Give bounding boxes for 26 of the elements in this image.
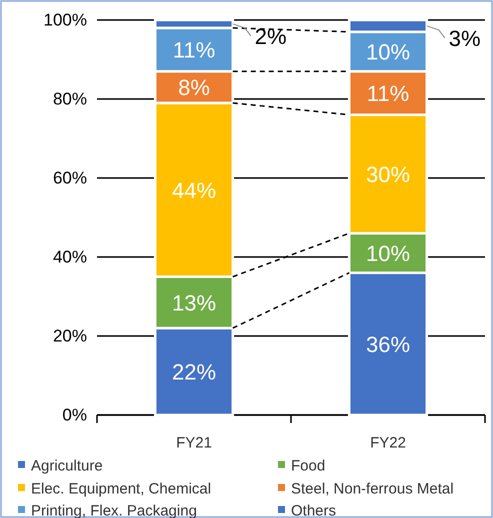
legend-label: Elec. Equipment, Chemical: [31, 480, 212, 498]
data-label: 10%: [366, 240, 410, 266]
legend-label: Others: [291, 502, 336, 518]
data-label: 22%: [172, 359, 216, 384]
data-label: 3%: [448, 26, 481, 51]
x-tick-label: FY22: [370, 434, 406, 452]
y-tick-label: 40%: [52, 247, 87, 266]
data-label: 2%: [254, 24, 287, 49]
legend-label: Agriculture: [31, 457, 103, 474]
y-tick-label: 20%: [52, 326, 87, 346]
data-label: 36%: [366, 332, 410, 357]
x-tick-label: FY21: [176, 434, 212, 452]
legend-label: Food: [291, 457, 326, 474]
data-label: 30%: [366, 162, 410, 187]
data-label: 13%: [172, 290, 216, 316]
data-label: 11%: [366, 80, 410, 106]
y-tick-label: 0%: [62, 405, 87, 424]
y-tick-label: 100%: [44, 10, 87, 30]
data-label: 44%: [172, 178, 216, 203]
y-tick-label: 60%: [52, 168, 87, 188]
legend-label: Steel, Non-ferrous Metal: [291, 480, 454, 498]
data-label: 8%: [178, 75, 210, 100]
data-label: 11%: [172, 38, 216, 63]
legend-label: Printing, Flex. Packaging: [31, 502, 197, 518]
data-label: 10%: [366, 40, 410, 65]
y-tick-label: 80%: [52, 89, 87, 108]
